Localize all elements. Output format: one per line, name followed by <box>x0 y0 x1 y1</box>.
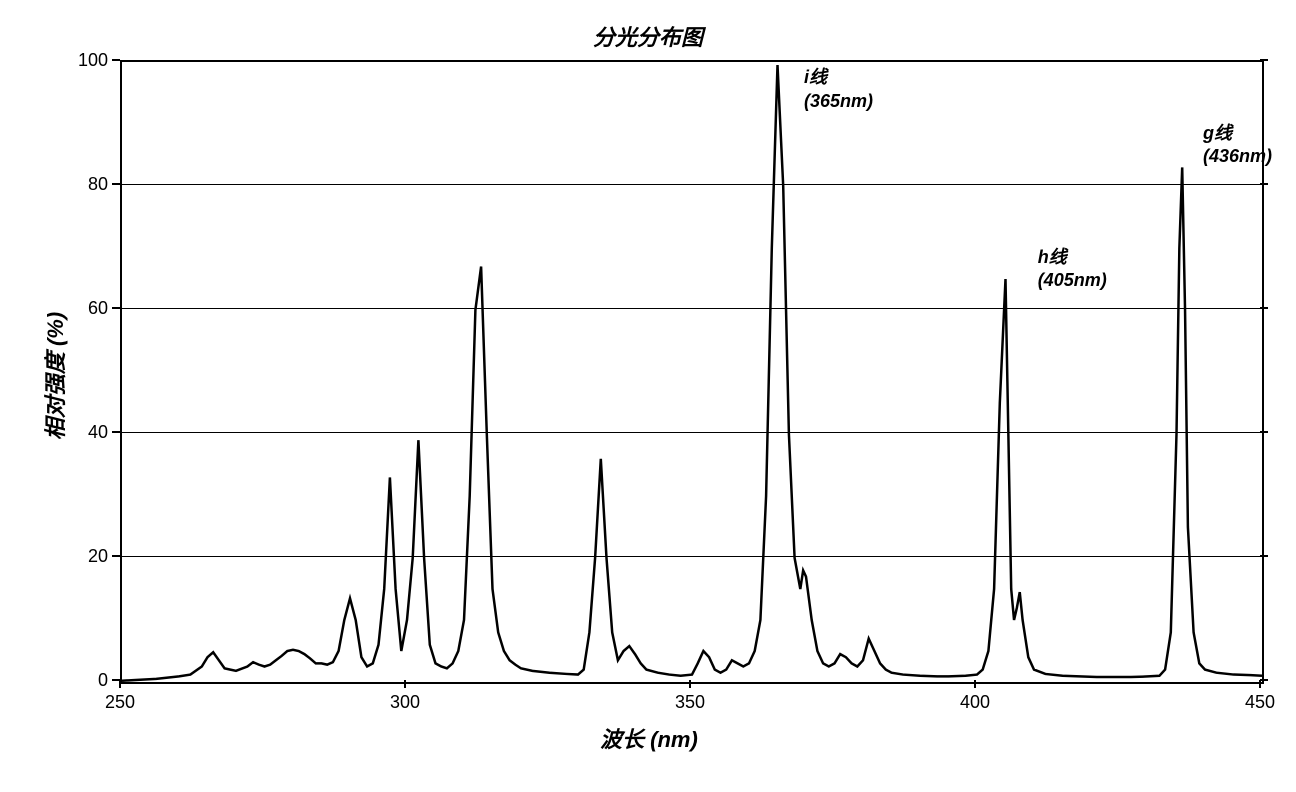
spectrum-chart: 分光分布图 相对强度 (%) 波长 (nm) 0 20 40 60 80 100 250 30… <box>20 20 1276 772</box>
x-tick <box>974 680 976 688</box>
y-tick <box>1260 59 1268 61</box>
peak-annotation: i线(365nm) <box>804 66 873 113</box>
x-tick <box>1259 680 1261 688</box>
spectrum-line <box>122 62 1262 682</box>
y-tick-label: 60 <box>68 298 108 319</box>
y-tick <box>112 431 120 433</box>
y-tick <box>112 555 120 557</box>
y-tick <box>1260 555 1268 557</box>
peak-annotation: h线(405nm) <box>1038 246 1107 293</box>
peak-annotation: g线(436nm) <box>1203 122 1272 169</box>
y-tick-label: 20 <box>68 546 108 567</box>
y-tick <box>112 59 120 61</box>
gridline <box>120 432 1260 433</box>
y-tick <box>1260 431 1268 433</box>
x-tick-label: 350 <box>670 692 710 713</box>
y-tick <box>112 307 120 309</box>
y-tick-label: 40 <box>68 422 108 443</box>
x-tick-label: 450 <box>1240 692 1280 713</box>
gridline <box>120 556 1260 557</box>
x-tick-label: 250 <box>100 692 140 713</box>
y-tick-label: 0 <box>68 670 108 691</box>
y-tick <box>1260 679 1268 681</box>
y-tick <box>1260 183 1268 185</box>
y-axis-label: 相对强度 (%) <box>38 312 70 440</box>
x-tick <box>404 680 406 688</box>
y-tick <box>1260 307 1268 309</box>
x-tick <box>689 680 691 688</box>
x-tick <box>119 680 121 688</box>
y-tick-label: 100 <box>68 50 108 71</box>
gridline <box>120 184 1260 185</box>
gridline <box>120 308 1260 309</box>
y-tick-label: 80 <box>68 174 108 195</box>
x-tick-label: 400 <box>955 692 995 713</box>
y-tick <box>112 183 120 185</box>
chart-title: 分光分布图 <box>593 20 703 52</box>
plot-area <box>120 60 1264 684</box>
x-tick-label: 300 <box>385 692 425 713</box>
x-axis-label: 波长 (nm) <box>600 722 698 754</box>
